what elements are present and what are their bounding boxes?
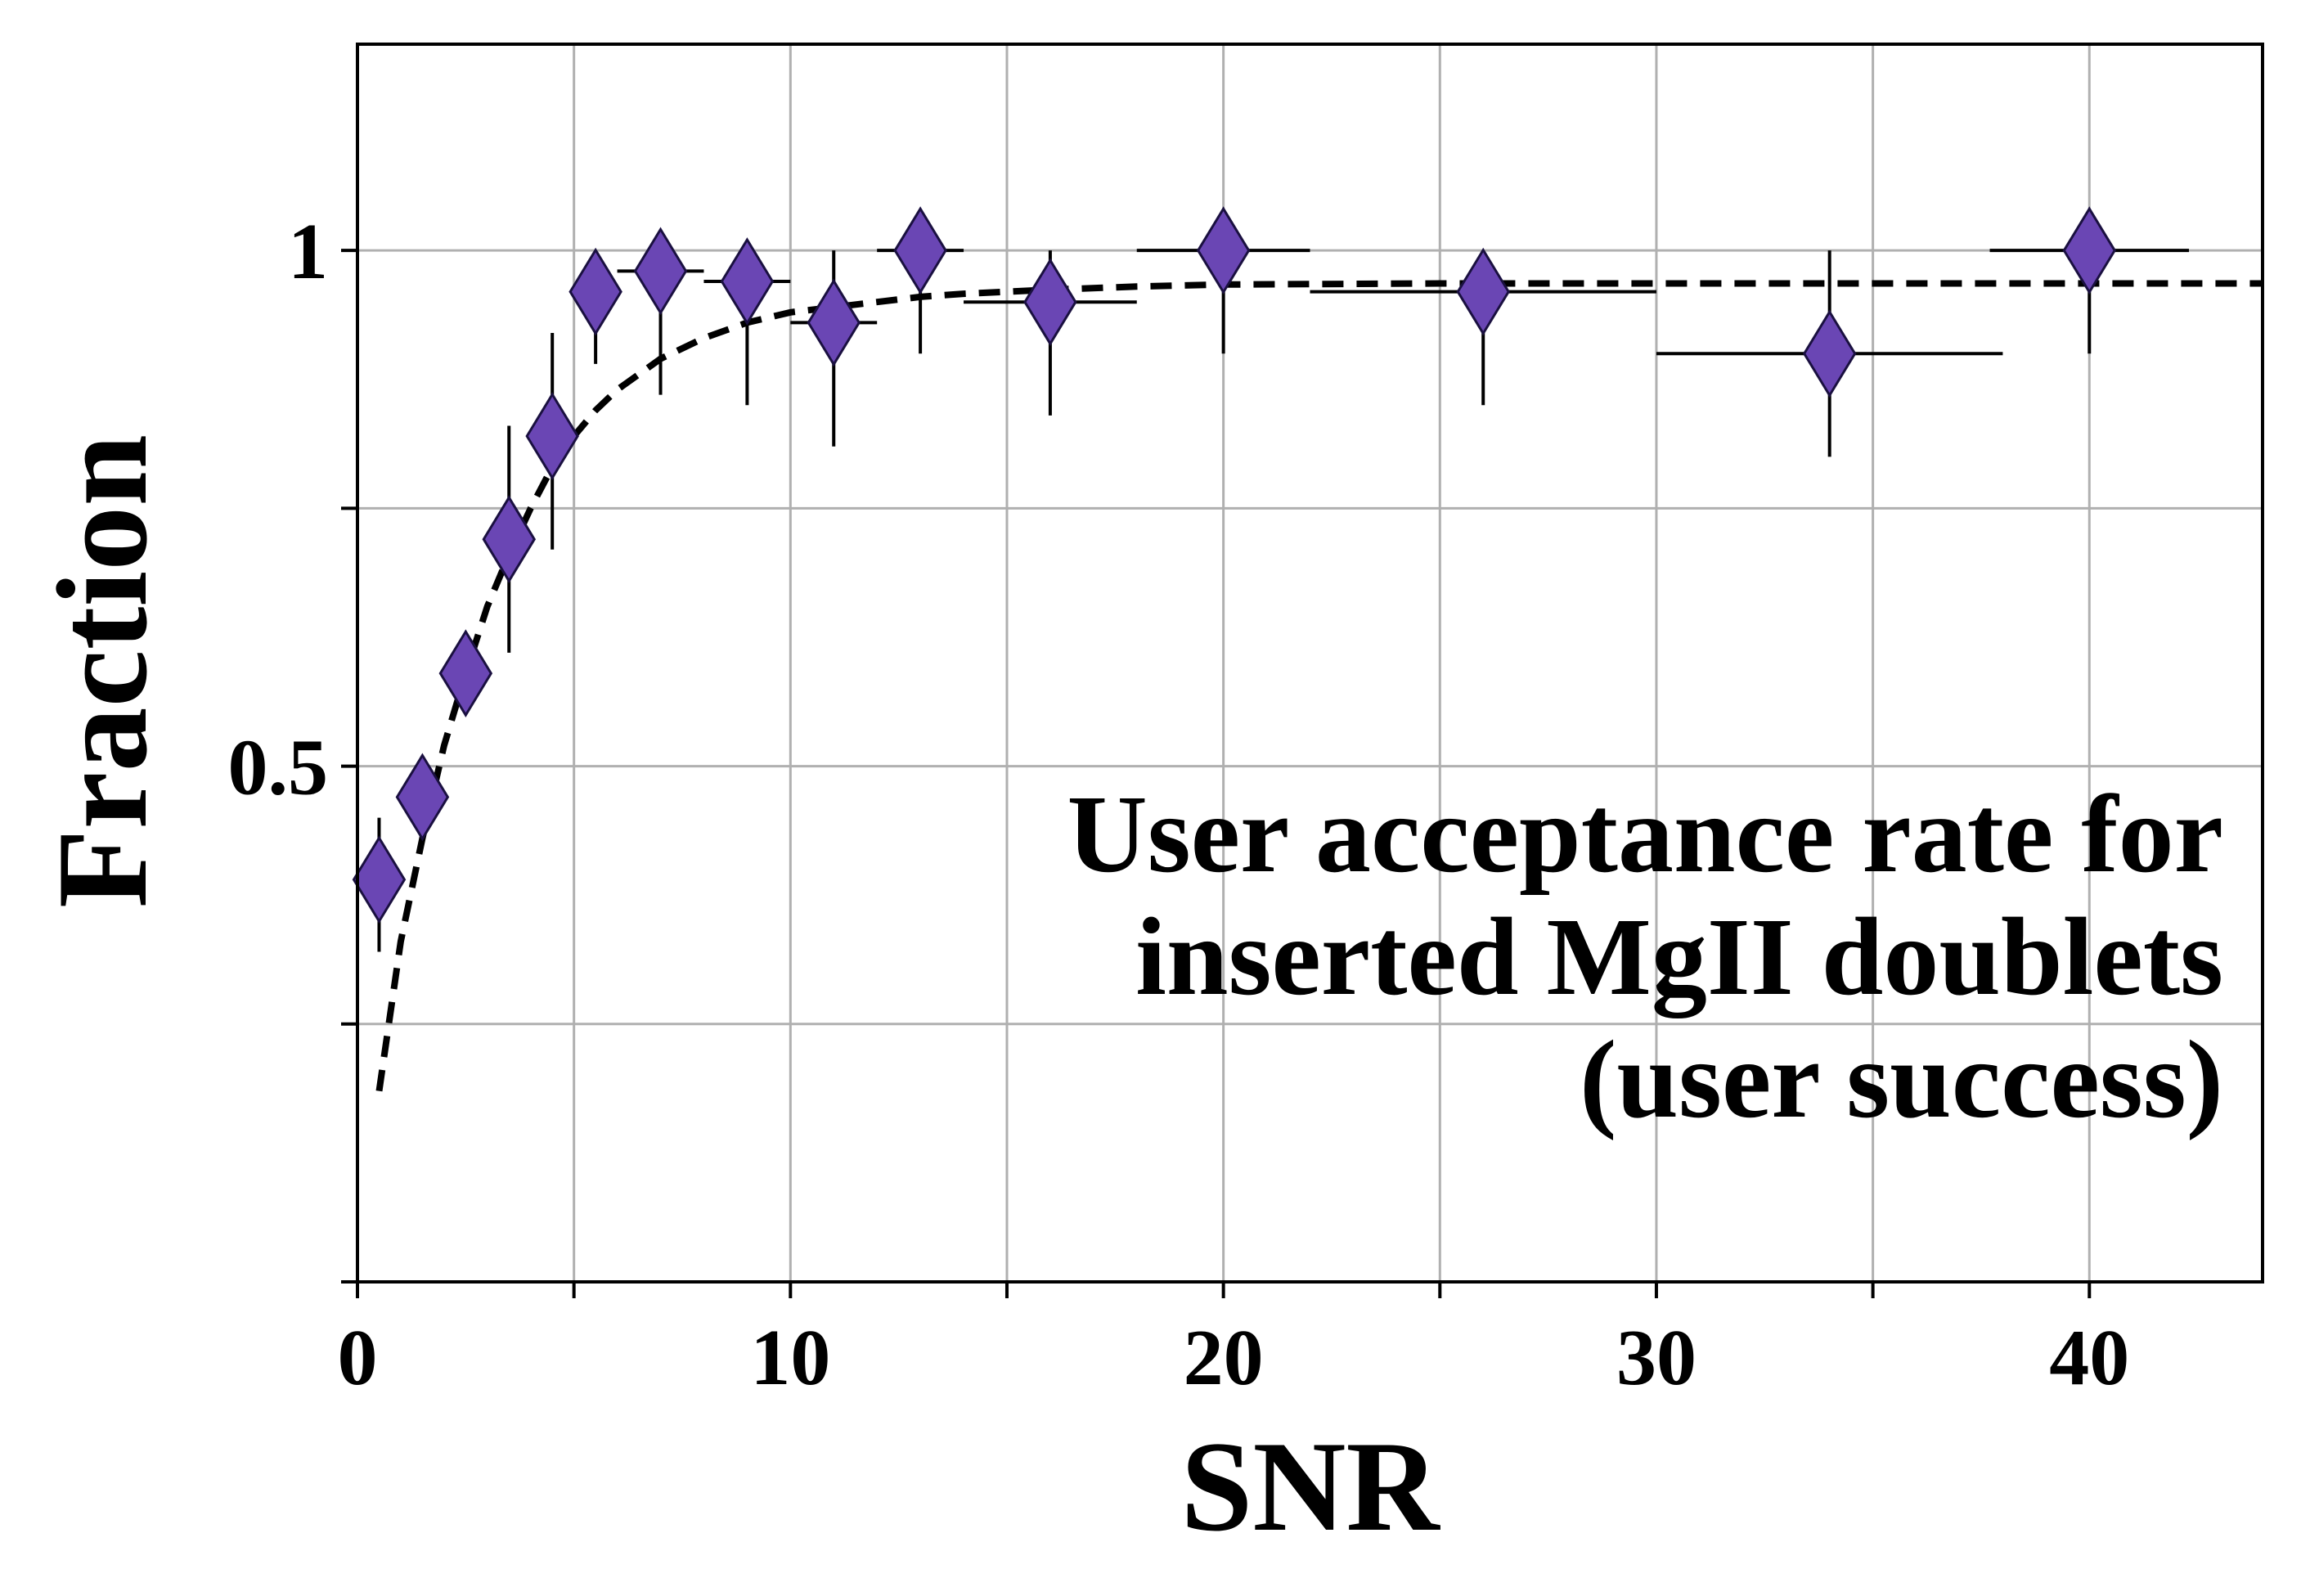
fit-curve-layer [375, 280, 2263, 1092]
grid [357, 44, 2263, 1282]
annotation-line: (user success) [1580, 1018, 2223, 1141]
x-tick-label: 0 [338, 1314, 378, 1402]
data-point [352, 835, 407, 924]
data-point [807, 278, 861, 367]
x-tick-label: 20 [1184, 1314, 1264, 1402]
data-point [633, 227, 688, 316]
y-tick-label: 0.5 [228, 724, 329, 812]
annotation-line: User acceptance rate for [1067, 773, 2223, 896]
axis-ticks: 0 10 20 30 40 0.5 1 [228, 208, 2130, 1402]
data-markers [352, 206, 2117, 924]
plot-frame [356, 43, 2264, 1284]
data-point [438, 629, 493, 717]
data-point [569, 247, 622, 336]
y-axis-title: Fraction [31, 434, 174, 908]
data-point [525, 392, 579, 481]
data-point [1023, 258, 1077, 347]
data-point [720, 237, 775, 326]
data-point [482, 495, 537, 584]
fit-curve [375, 280, 2263, 1092]
x-tick-label: 30 [1616, 1314, 1697, 1402]
data-point [893, 206, 947, 295]
x-tick-label: 10 [750, 1314, 830, 1402]
data-point [1802, 309, 1857, 398]
data-point [395, 753, 450, 842]
data-point [1196, 206, 1251, 295]
data-point [1456, 247, 1510, 336]
x-axis-title: SNR [1180, 1415, 1440, 1558]
x-tick-label: 40 [2049, 1314, 2129, 1402]
data-point [2062, 206, 2117, 295]
y-tick-label: 1 [288, 208, 328, 296]
annotation-line: inserted MgII doublets [1135, 896, 2223, 1018]
